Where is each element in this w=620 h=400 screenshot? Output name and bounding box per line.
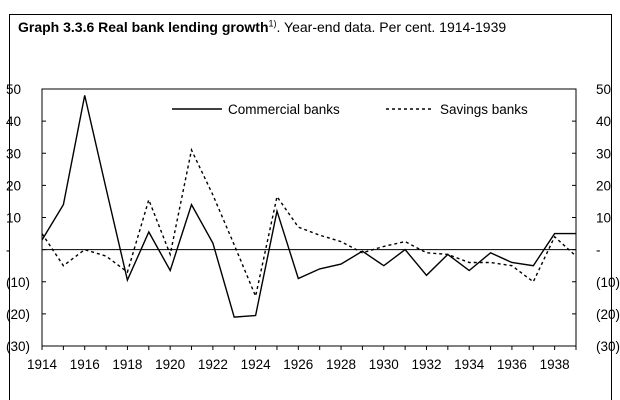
y-tick-label-left: - bbox=[6, 243, 11, 258]
chart-subtitle: . Year-end data. Per cent. 1914-1939 bbox=[276, 19, 507, 35]
x-tick-label: 1934 bbox=[454, 357, 485, 372]
y-tick-label-left: 30 bbox=[6, 146, 21, 161]
y-tick-label-left: 40 bbox=[6, 114, 21, 129]
chart-title-footnote: 1) bbox=[268, 18, 277, 29]
y-tick-label-left: (30) bbox=[6, 339, 30, 354]
y-tick-label-left: 20 bbox=[6, 178, 21, 193]
chart-title-block: Graph 3.3.6 Real bank lending growth1). … bbox=[18, 19, 578, 36]
y-tick-label-left: (20) bbox=[6, 307, 30, 322]
x-tick-label: 1928 bbox=[326, 357, 356, 372]
plot-area bbox=[41, 88, 577, 347]
y-tick-label-right: - bbox=[596, 243, 601, 258]
chart-frame bbox=[9, 14, 612, 400]
y-tick-label-right: 30 bbox=[596, 146, 611, 161]
y-tick-label-right: (30) bbox=[596, 339, 620, 354]
savings-banks-line bbox=[41, 147, 577, 299]
x-tick-label: 1920 bbox=[155, 357, 185, 372]
y-tick-label-right: 20 bbox=[596, 178, 611, 193]
y-tick-label-left: 50 bbox=[6, 82, 21, 97]
legend-label: Savings banks bbox=[440, 102, 528, 117]
commercial-banks-line bbox=[41, 95, 576, 318]
y-tick-label-left: (10) bbox=[6, 275, 30, 290]
x-tick-label: 1922 bbox=[198, 357, 228, 372]
x-tick-label: 1914 bbox=[27, 357, 58, 372]
legend-label: Commercial banks bbox=[228, 102, 340, 117]
y-tick-label-left: 10 bbox=[6, 211, 21, 226]
y-tick-label-right: (10) bbox=[596, 275, 620, 290]
x-tick-label: 1918 bbox=[112, 357, 142, 372]
y-tick-label-right: 50 bbox=[596, 82, 611, 97]
y-tick-label-right: 40 bbox=[596, 114, 611, 129]
x-tick-label: 1926 bbox=[283, 357, 313, 372]
x-tick-label: 1932 bbox=[411, 357, 441, 372]
y-tick-label-right: (20) bbox=[596, 307, 620, 322]
x-tick-label: 1930 bbox=[369, 357, 399, 372]
x-tick-label: 1916 bbox=[70, 357, 100, 372]
x-tick-label: 1938 bbox=[540, 357, 570, 372]
x-tick-label: 1924 bbox=[241, 357, 272, 372]
chart-title: Graph 3.3.6 Real bank lending growth bbox=[18, 19, 269, 35]
y-tick-label-right: 10 bbox=[596, 211, 611, 226]
x-tick-label: 1936 bbox=[497, 357, 527, 372]
